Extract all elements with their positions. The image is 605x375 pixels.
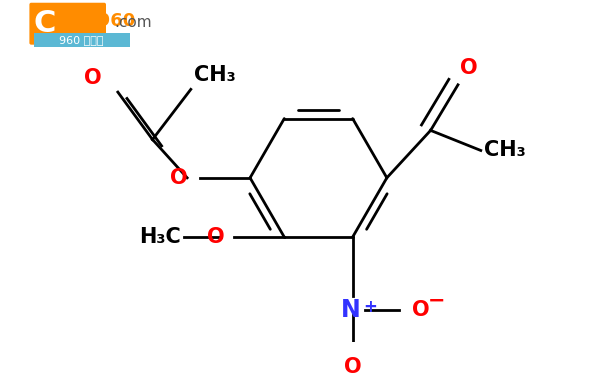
Text: O: O: [344, 357, 361, 375]
Text: .com: .com: [114, 15, 152, 30]
Text: CH₃: CH₃: [194, 65, 235, 85]
Text: +: +: [364, 298, 378, 316]
Text: N: N: [341, 298, 361, 322]
Text: CH₃: CH₃: [483, 141, 525, 160]
FancyBboxPatch shape: [30, 3, 106, 45]
Text: O: O: [208, 227, 225, 247]
Text: −: −: [427, 291, 445, 311]
FancyBboxPatch shape: [34, 33, 129, 47]
Text: O: O: [84, 68, 102, 87]
Text: C: C: [34, 9, 56, 38]
Text: O: O: [460, 57, 477, 78]
Text: H₃C: H₃C: [140, 227, 181, 247]
Text: O: O: [412, 300, 430, 320]
Text: hem960: hem960: [54, 12, 136, 30]
Text: 960 化工网: 960 化工网: [59, 35, 103, 45]
Text: O: O: [169, 168, 187, 188]
